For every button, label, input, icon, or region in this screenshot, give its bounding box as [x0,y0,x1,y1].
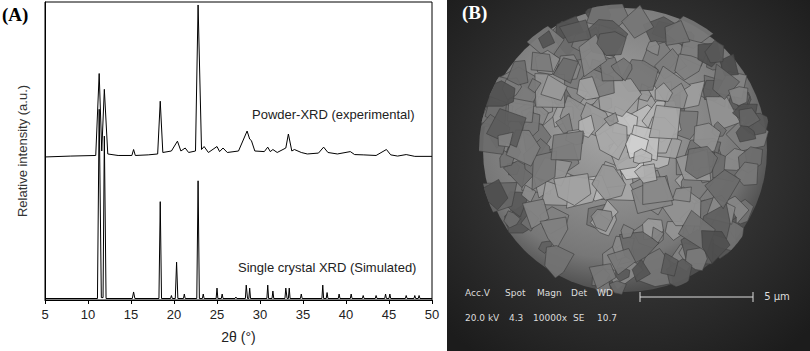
svg-text:10000x: 10000x [533,313,568,323]
svg-text:(B): (B) [462,2,487,24]
svg-text:4.3: 4.3 [509,313,523,323]
svg-text:35: 35 [296,307,310,322]
svg-text:Relative intensity (a.u.): Relative intensity (a.u.) [15,85,30,217]
svg-text:30: 30 [253,307,267,322]
svg-text:10: 10 [81,307,95,322]
svg-text:40: 40 [339,307,353,322]
svg-text:SE: SE [573,313,585,323]
svg-text:Single crystal XRD (Simulated): Single crystal XRD (Simulated) [238,260,416,275]
svg-text:Spot: Spot [505,288,526,298]
svg-text:15: 15 [124,307,138,322]
svg-text:2θ (°): 2θ (°) [221,329,255,345]
svg-text:Det: Det [571,288,587,298]
svg-text:5: 5 [41,307,48,322]
svg-text:Powder-XRD (experimental): Powder-XRD (experimental) [252,107,415,122]
svg-text:10.7: 10.7 [597,313,617,323]
svg-text:Magn: Magn [537,288,562,298]
svg-text:50: 50 [425,307,439,322]
svg-text:20: 20 [167,307,181,322]
svg-text:WD: WD [597,288,613,298]
svg-text:45: 45 [382,307,396,322]
svg-text:20.0 kV: 20.0 kV [465,313,500,323]
svg-text:(A): (A) [2,4,28,26]
svg-text:25: 25 [210,307,224,322]
svg-text:Acc.V: Acc.V [465,288,491,298]
svg-text:5 μm: 5 μm [764,291,790,302]
